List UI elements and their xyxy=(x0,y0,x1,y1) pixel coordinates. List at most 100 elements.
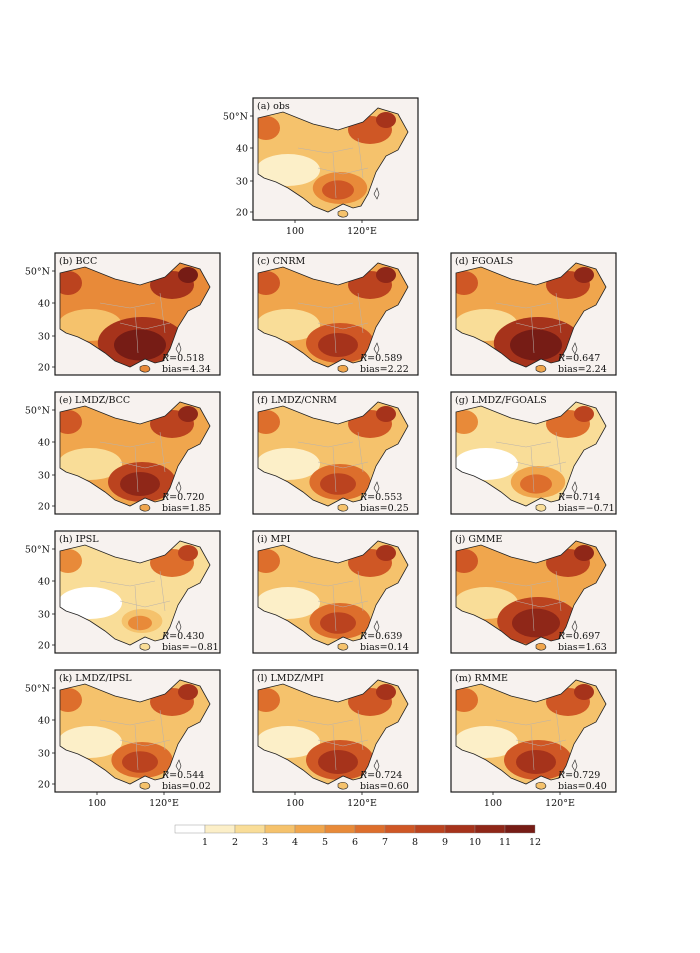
province-lines xyxy=(99,431,171,493)
hainan-island xyxy=(139,781,151,790)
panel-title: (g) LMDZ/FGOALS xyxy=(455,395,547,406)
lat-tick-label: 20 xyxy=(38,363,50,374)
province-lines xyxy=(297,292,369,354)
lon-tick-label: 100 xyxy=(286,798,304,809)
colorbar-swatch xyxy=(504,824,536,834)
colorbar-tick-label: 6 xyxy=(352,837,358,848)
bias-label: bias=2.22 xyxy=(360,364,409,375)
colorbar-swatch xyxy=(234,824,266,834)
panel-title: (j) GMME xyxy=(455,534,502,545)
lat-tick-label: 50°N xyxy=(25,684,50,695)
bias-label: bias=−0.81 xyxy=(162,642,219,653)
hainan-island xyxy=(337,503,349,512)
province-lines xyxy=(297,431,369,493)
correlation-label: R=0.544 xyxy=(161,770,204,781)
lat-tick-label: 30 xyxy=(38,610,50,621)
panel-title: (d) FGOALS xyxy=(455,256,513,267)
colorbar-tick-label: 11 xyxy=(499,837,511,848)
country-outline xyxy=(59,540,211,646)
colorbar-swatch xyxy=(444,824,476,834)
province-lines xyxy=(99,292,171,354)
colorbar-tick-label: 3 xyxy=(262,837,268,848)
lon-tick-label: 100 xyxy=(88,798,106,809)
correlation-label: R=0.553 xyxy=(359,492,402,503)
lat-tick-label: 20 xyxy=(38,641,50,652)
lat-tick-label: 30 xyxy=(38,749,50,760)
country-outline xyxy=(257,107,409,213)
correlation-label: R=0.720 xyxy=(161,492,204,503)
country-outline xyxy=(257,262,409,368)
bias-label: bias=1.63 xyxy=(558,642,607,653)
correlation-label: R=0.639 xyxy=(359,631,402,642)
country-outline xyxy=(257,679,409,785)
lat-tick-label: 40 xyxy=(236,144,248,155)
hainan-island xyxy=(139,364,151,373)
correlation-label: R=0.518 xyxy=(161,353,204,364)
hainan-island xyxy=(337,642,349,651)
hainan-island xyxy=(139,642,151,651)
colorbar-swatch xyxy=(414,824,446,834)
lat-tick-label: 20 xyxy=(38,780,50,791)
hainan-island xyxy=(337,364,349,373)
hainan-island xyxy=(535,364,547,373)
colorbar-swatch xyxy=(384,824,416,834)
lat-tick-label: 40 xyxy=(38,577,50,588)
hainan-island xyxy=(139,503,151,512)
lat-tick-label: 30 xyxy=(38,332,50,343)
lon-tick-label: 120°E xyxy=(347,226,377,237)
country-outline xyxy=(59,679,211,785)
province-lines xyxy=(495,570,567,632)
hainan-island xyxy=(535,642,547,651)
panel-title: (m) RMME xyxy=(455,673,508,684)
province-lines xyxy=(99,570,171,632)
panel-title: (e) LMDZ/BCC xyxy=(59,395,130,406)
correlation-label: R=0.589 xyxy=(359,353,402,364)
lat-tick-label: 30 xyxy=(236,177,248,188)
bias-label: bias=−0.71 xyxy=(558,503,615,514)
colorbar-tick-label: 8 xyxy=(412,837,418,848)
panel-title: (b) BCC xyxy=(59,256,97,267)
country-outline xyxy=(257,540,409,646)
panel-title: (a) obs xyxy=(257,101,290,112)
colorbar-swatch xyxy=(324,824,356,834)
country-outline xyxy=(257,401,409,507)
lat-tick-label: 50°N xyxy=(223,112,248,123)
lat-tick-label: 40 xyxy=(38,299,50,310)
bias-label: bias=0.14 xyxy=(360,642,409,653)
colorbar-tick-label: 7 xyxy=(382,837,388,848)
country-outline xyxy=(455,262,607,368)
colorbar-swatch xyxy=(474,824,506,834)
province-lines xyxy=(495,431,567,493)
lon-tick-label: 120°E xyxy=(149,798,179,809)
lat-tick-label: 40 xyxy=(38,716,50,727)
colorbar-swatch xyxy=(354,824,386,834)
correlation-label: R=0.430 xyxy=(161,631,204,642)
country-outline xyxy=(455,679,607,785)
panel-title: (h) IPSL xyxy=(59,534,99,545)
lat-tick-label: 50°N xyxy=(25,267,50,278)
colorbar-swatch xyxy=(174,824,206,834)
lon-tick-label: 120°E xyxy=(545,798,575,809)
panel-title: (f) LMDZ/CNRM xyxy=(257,395,337,406)
bias-label: bias=0.25 xyxy=(360,503,409,514)
bias-label: bias=0.02 xyxy=(162,781,211,792)
country-outline xyxy=(455,540,607,646)
colorbar-tick-label: 2 xyxy=(232,837,238,848)
province-lines xyxy=(495,709,567,771)
lon-tick-label: 100 xyxy=(484,798,502,809)
correlation-label: R=0.647 xyxy=(557,353,600,364)
lat-tick-label: 30 xyxy=(38,471,50,482)
bias-label: bias=0.60 xyxy=(360,781,409,792)
bias-label: bias=1.85 xyxy=(162,503,211,514)
bias-label: bias=4.34 xyxy=(162,364,211,375)
